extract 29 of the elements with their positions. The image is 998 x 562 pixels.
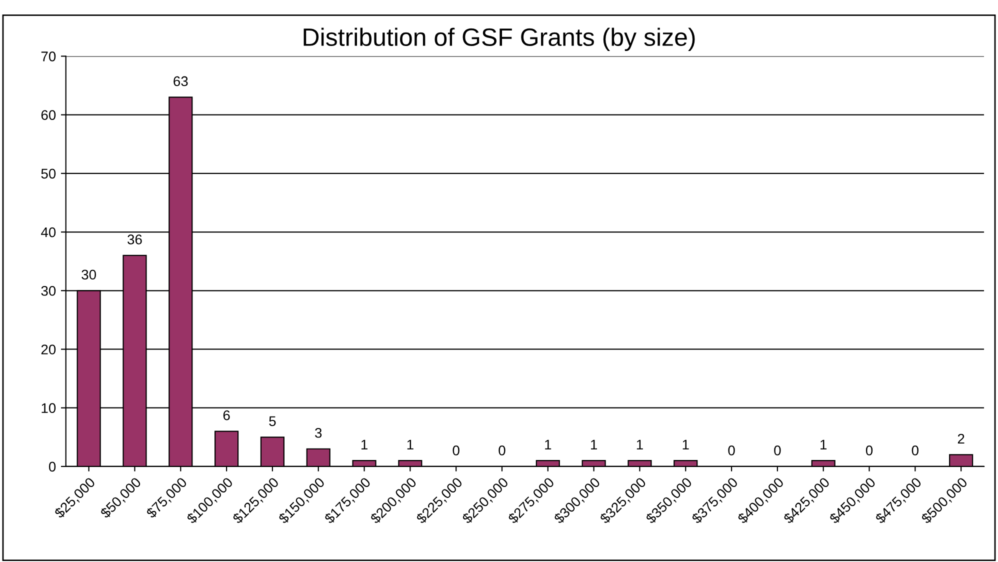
data-label: 3: [315, 428, 322, 438]
y-tick-label: 40: [41, 227, 56, 238]
y-tick-label: 50: [41, 168, 56, 179]
data-label: 0: [866, 446, 873, 456]
data-label: 2: [958, 434, 964, 444]
y-tick-label: 0: [48, 462, 56, 472]
data-label: 1: [820, 440, 827, 450]
data-label: 30: [82, 270, 96, 280]
y-tick-label: 10: [42, 403, 56, 414]
data-label: 1: [682, 440, 689, 450]
y-tick-label: 70: [41, 52, 56, 62]
data-label: 0: [452, 446, 460, 456]
data-label: 1: [361, 440, 368, 450]
data-label: 0: [498, 446, 506, 456]
data-label: 6: [223, 410, 230, 420]
data-label: 1: [407, 440, 414, 450]
y-tick-label: 20: [41, 344, 56, 354]
data-label: 1: [545, 440, 552, 450]
data-label: 63: [174, 76, 188, 86]
y-tick-label: 30: [41, 286, 56, 296]
data-label: 0: [728, 446, 735, 456]
data-label: 0: [912, 446, 918, 456]
chart-title: Distribution of GSF Grants (by size): [304, 28, 695, 51]
y-tick-label: 60: [41, 110, 56, 120]
data-label: 0: [774, 446, 781, 456]
data-label: 5: [269, 416, 276, 426]
data-label: 36: [128, 234, 142, 244]
data-label: 1: [591, 440, 597, 450]
data-label: 1: [636, 440, 643, 450]
